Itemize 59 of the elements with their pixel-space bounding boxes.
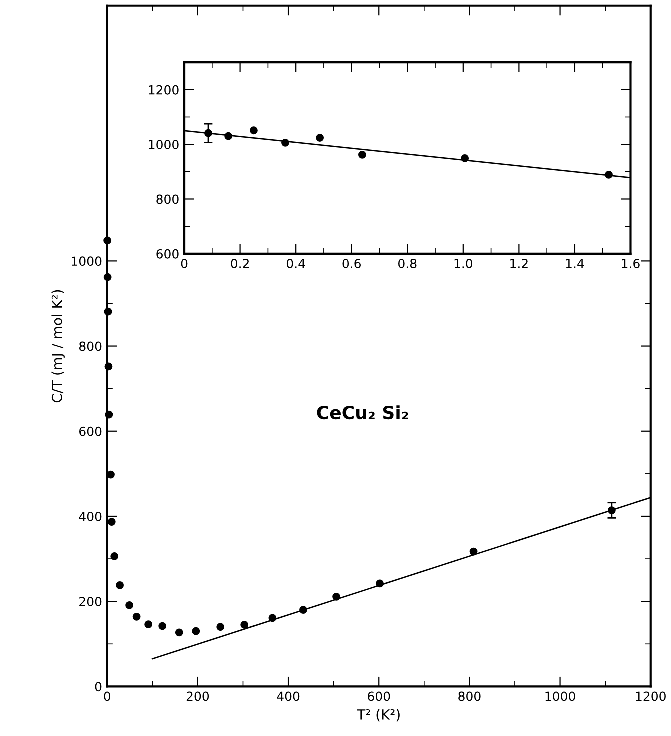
- point: [376, 580, 384, 588]
- x-tick-label: 600: [368, 692, 390, 702]
- x-tick-label: 400: [277, 692, 300, 702]
- y-tick-label: 400: [79, 512, 102, 522]
- point: [282, 138, 290, 147]
- y-tick-label: 1200: [149, 85, 179, 95]
- point: [461, 154, 470, 162]
- x-tick-label: 1.0: [454, 259, 473, 268]
- x-tick-label: 1200: [636, 692, 666, 702]
- y-tick-label: 1000: [149, 140, 179, 150]
- point: [105, 410, 114, 419]
- point: [116, 581, 124, 590]
- x-tick-label: 1000: [546, 692, 576, 702]
- point: [107, 470, 115, 479]
- annotation: CeCu₂ Si₂: [317, 406, 408, 420]
- point: [104, 362, 113, 371]
- x-tick-label: 1.4: [566, 259, 584, 268]
- x-tick-label: 800: [458, 692, 481, 702]
- x-tick-label: 0: [181, 259, 188, 268]
- point: [268, 614, 277, 622]
- x-axis-title: T² (K²): [357, 709, 400, 722]
- y-axis-title: C/T (mJ / mol K²): [52, 290, 66, 403]
- x-tick-label: 0: [104, 692, 111, 702]
- point: [126, 601, 134, 610]
- point: [110, 552, 119, 560]
- point: [332, 592, 340, 601]
- point: [108, 518, 116, 526]
- x-tick-label: 0.6: [342, 259, 362, 268]
- point: [300, 606, 308, 614]
- point: [158, 622, 167, 630]
- x-tick-label: 0.8: [398, 259, 417, 268]
- x-tick-label: 0.2: [231, 259, 249, 268]
- y-tick-label: 0: [95, 682, 102, 692]
- point: [470, 548, 478, 556]
- point: [358, 151, 366, 159]
- point: [104, 236, 112, 245]
- y-tick-label: 800: [156, 194, 179, 204]
- point: [175, 628, 184, 637]
- y-tick-label: 200: [80, 597, 102, 607]
- x-tick-label: 0.4: [286, 259, 306, 268]
- point: [132, 612, 141, 621]
- y-tick-label: 600: [156, 249, 179, 259]
- point: [605, 170, 613, 179]
- x-tick-label: 1.2: [510, 259, 528, 268]
- point: [216, 623, 225, 632]
- y-tick-label: 600: [80, 426, 102, 436]
- point: [104, 308, 112, 316]
- point: [608, 506, 616, 514]
- x-tick-label: 1.6: [622, 259, 640, 268]
- point: [144, 620, 153, 629]
- point: [104, 273, 112, 282]
- y-tick-label: 800: [79, 342, 102, 352]
- point: [240, 621, 249, 629]
- point: [224, 132, 233, 140]
- point: [204, 129, 212, 138]
- point: [250, 126, 258, 135]
- point: [316, 134, 324, 142]
- x-tick-label: 200: [186, 692, 210, 702]
- point: [192, 627, 200, 636]
